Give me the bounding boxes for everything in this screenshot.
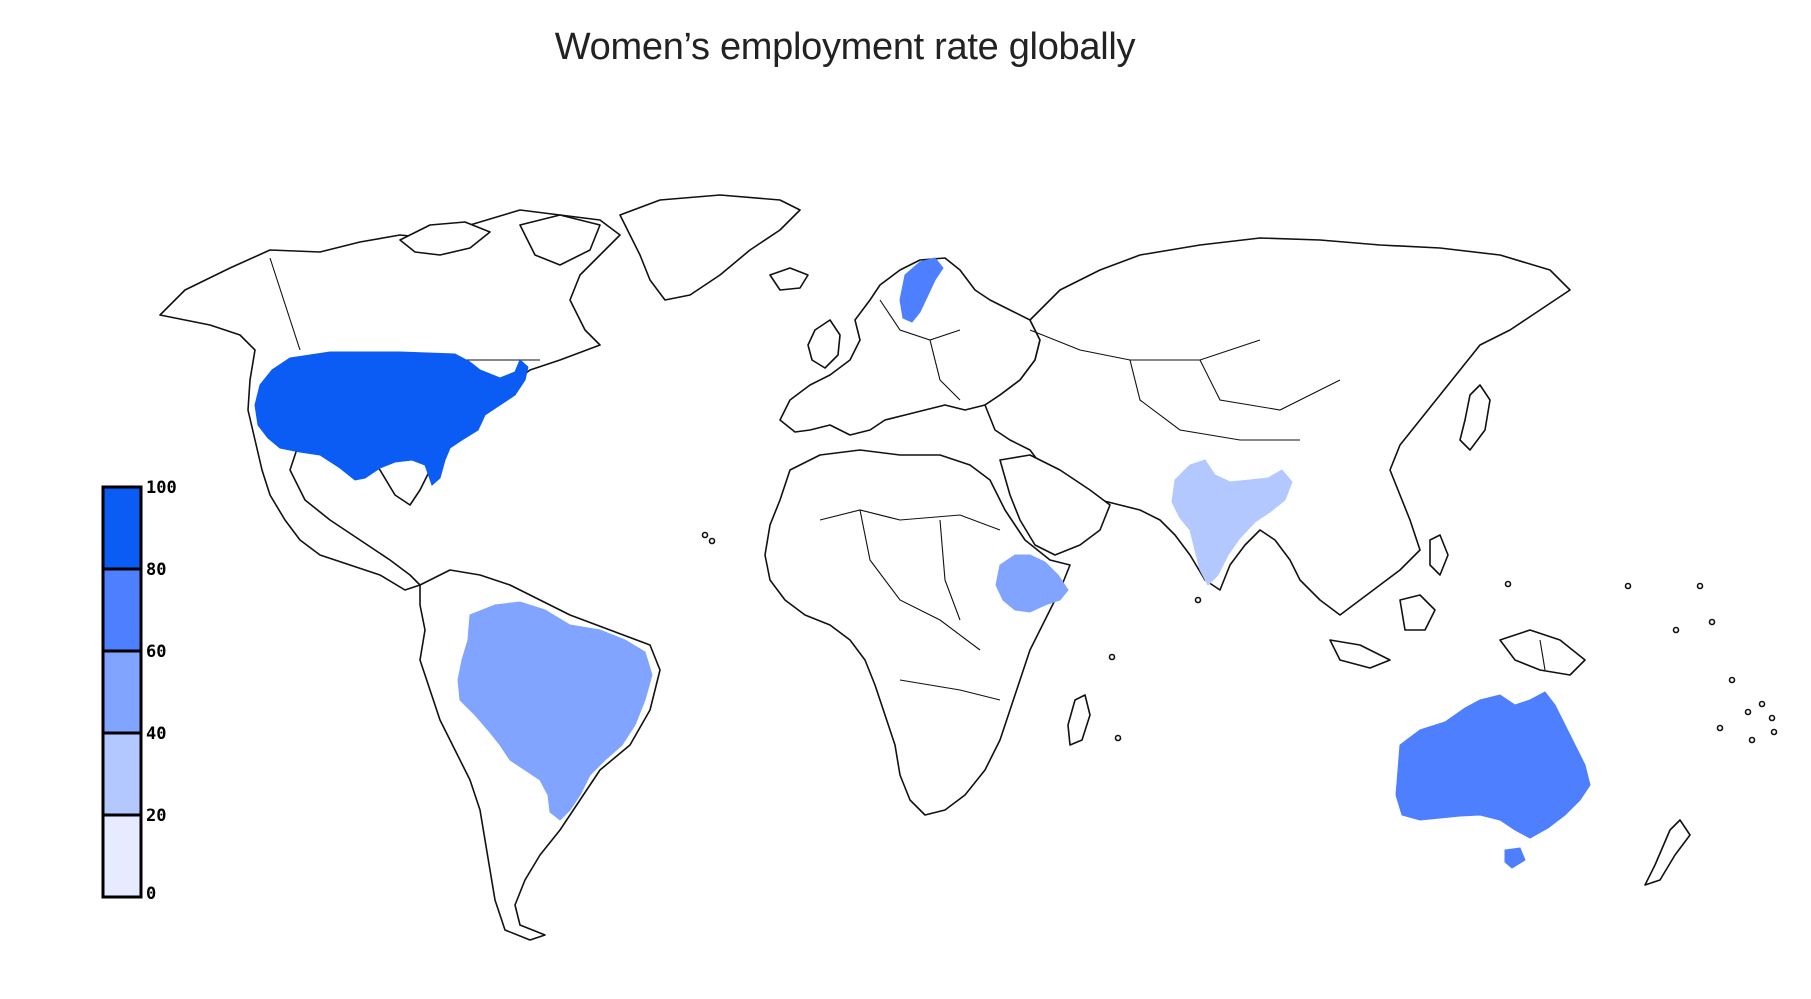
arabia <box>999 454 1111 556</box>
madagascar <box>1067 694 1091 746</box>
borneo <box>1399 594 1436 631</box>
country-australia-tasmania[interactable] <box>1504 847 1526 869</box>
africa <box>764 449 1071 816</box>
country-brazil[interactable] <box>457 601 653 821</box>
legend-bin-0 <box>101 813 143 899</box>
legend-tick-label: 0 <box>146 884 156 904</box>
legend-tick-label: 80 <box>146 560 166 580</box>
map-title: Women’s employment rate globally <box>554 26 1136 68</box>
legend-tick-label: 20 <box>146 806 166 826</box>
greenland <box>619 194 801 301</box>
landmasses <box>159 194 1691 941</box>
baffin-island <box>519 214 601 266</box>
canada-islands <box>399 221 491 256</box>
country-ethiopia[interactable] <box>995 554 1069 613</box>
iceland <box>769 267 809 291</box>
indonesia-west <box>1329 639 1391 669</box>
color-legend: 0 20 40 60 80 100 <box>101 478 177 904</box>
new-zealand <box>1644 819 1691 886</box>
japan <box>1459 384 1491 451</box>
country-united-states[interactable] <box>254 351 529 486</box>
legend-bin-3 <box>101 567 143 653</box>
british-isles <box>807 319 841 369</box>
legend-bin-1 <box>101 731 143 817</box>
highlighted-countries <box>254 257 1591 869</box>
legend-tick-label: 40 <box>146 724 166 744</box>
small-islands <box>701 531 1778 744</box>
legend-tick-label: 60 <box>146 642 166 662</box>
legend-tick-label: 100 <box>146 478 177 498</box>
country-australia[interactable] <box>1395 691 1591 839</box>
philippines <box>1429 534 1449 576</box>
legend-bin-2 <box>101 649 143 735</box>
country-india[interactable] <box>1171 459 1293 586</box>
legend-bin-4 <box>101 485 143 571</box>
country-sweden[interactable] <box>899 257 944 323</box>
